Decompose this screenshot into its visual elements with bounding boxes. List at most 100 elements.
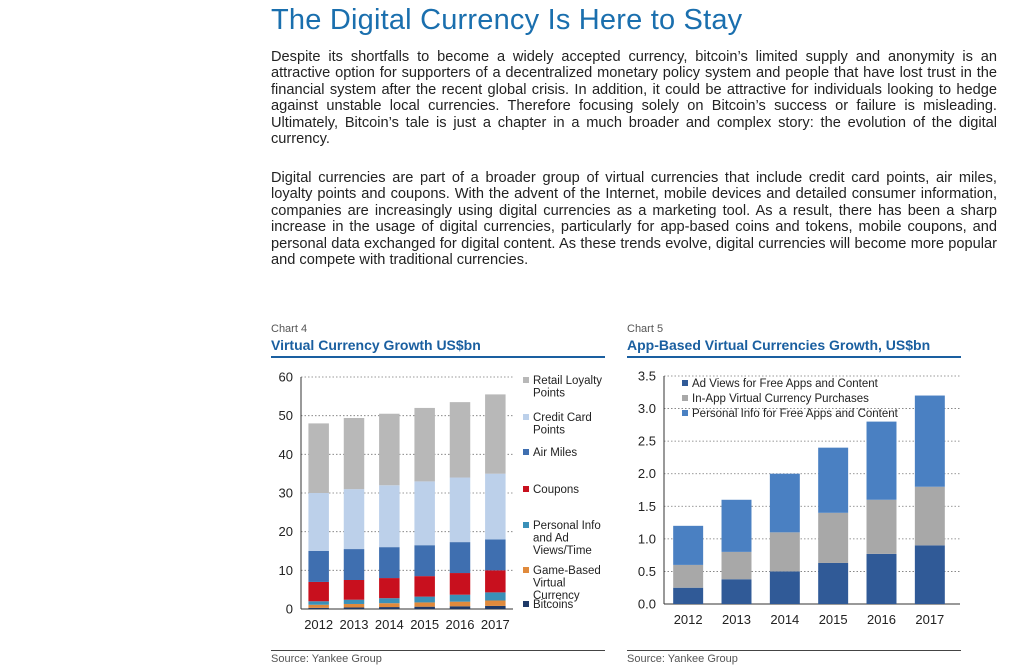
y-tick-label: 2.0: [638, 466, 656, 481]
bar-segment: [449, 402, 471, 478]
legend-label: Coupons: [533, 484, 579, 496]
legend-label: Points: [533, 388, 565, 400]
bar-segment: [343, 607, 365, 609]
bar-segment: [414, 602, 435, 607]
bar-segment: [914, 545, 945, 604]
chart-5-title-rule: [627, 356, 961, 358]
y-tick-label: 0.0: [638, 597, 656, 612]
bar-segment: [721, 499, 752, 552]
bar-segment: [449, 601, 471, 607]
bar-segment: [379, 603, 400, 608]
bar-segment: [769, 571, 800, 604]
legend-label: Personal Info for Free Apps and Content: [692, 408, 899, 420]
x-tick-label: 2012: [304, 617, 333, 632]
bar-segment: [414, 596, 435, 603]
chart-4-source: Source: Yankee Group: [271, 653, 382, 665]
y-tick-label: 1.5: [638, 499, 656, 514]
chart-5-label: Chart 5: [627, 323, 664, 335]
bar-segment: [485, 394, 506, 474]
bar-segment: [485, 570, 506, 593]
bar-segment: [485, 592, 506, 601]
bar-segment: [485, 539, 506, 571]
chart-4-block: Chart 4 Virtual Currency Growth US$bn 0 1…: [271, 323, 605, 668]
legend-label: Retail Loyalty: [533, 375, 602, 387]
x-tick-label: 2014: [375, 617, 404, 632]
bar-segment: [379, 485, 400, 548]
legend-swatch: [523, 449, 529, 455]
bar-segment: [414, 481, 435, 546]
legend-label: Bitcoins: [533, 599, 574, 611]
bar-segment: [414, 576, 435, 597]
x-tick-label: 2016: [446, 617, 475, 632]
paragraph-2: Digital currencies are part of a broader…: [271, 170, 997, 269]
bar-segment: [866, 421, 897, 500]
bar-segment: [379, 598, 400, 604]
y-tick-label: 0.5: [638, 564, 656, 579]
chart-4-plot: 0 10 20 30 40 50 60 2012 2013 2014 2015 2016 2017 Bit…: [279, 370, 603, 633]
legend-swatch: [523, 414, 529, 420]
bar-segment: [308, 607, 329, 609]
y-tick-label: 30: [279, 486, 293, 501]
bar-segment: [673, 564, 704, 588]
bar-segment: [818, 447, 849, 513]
bar-segment: [308, 604, 329, 608]
bar-segment: [414, 545, 435, 577]
legend-swatch: [523, 601, 529, 607]
x-tick-label: 2017: [915, 612, 944, 627]
chart-5-block: Chart 5 App-Based Virtual Currencies Gro…: [627, 323, 961, 668]
legend-label: Views/Time: [533, 545, 592, 557]
y-tick-label: 3.0: [638, 401, 656, 416]
legend-swatch: [523, 377, 529, 383]
legend-label: Air Miles: [533, 447, 577, 459]
legend-swatch: [682, 395, 688, 401]
bar-segment: [343, 599, 365, 604]
legend-label: and Ad: [533, 533, 569, 545]
chart-4-title: Virtual Currency Growth US$bn: [271, 337, 481, 353]
bar-segment: [866, 553, 897, 604]
bar-segment: [379, 413, 400, 486]
bar-segment: [866, 499, 897, 554]
x-tick-label: 2013: [722, 612, 751, 627]
y-tick-label: 10: [279, 563, 293, 578]
bar-segment: [914, 486, 945, 546]
bar-segment: [769, 473, 800, 533]
bar-segment: [379, 607, 400, 609]
y-tick-label: 2.5: [638, 434, 656, 449]
chart-5-source: Source: Yankee Group: [627, 653, 738, 665]
bar-segment: [449, 542, 471, 574]
bar-segment: [343, 603, 365, 608]
bar-segment: [308, 581, 329, 602]
x-tick-label: 2015: [410, 617, 439, 632]
legend-swatch: [523, 567, 529, 573]
bar-segment: [449, 594, 471, 602]
chart-5-title: App-Based Virtual Currencies Growth, US$…: [627, 337, 931, 353]
bar-segment: [769, 532, 800, 572]
bar-segment: [308, 601, 329, 605]
x-tick-label: 2013: [340, 617, 369, 632]
y-tick-label: 3.5: [638, 369, 656, 384]
bar-segment: [721, 551, 752, 580]
chart-4-source-rule: [271, 650, 605, 651]
bar-segment: [414, 606, 435, 609]
bar-segment: [343, 489, 365, 550]
bar-segment: [379, 547, 400, 579]
legend-label: Virtual: [533, 578, 565, 590]
legend-label: Game-Based: [533, 565, 601, 577]
chart-5-plot: 0.0 0.5 1.0 1.5 2.0 2.5 3.0 3.5 2012 2013 2014 2015…: [638, 369, 960, 627]
page-title: The Digital Currency Is Here to Stay: [271, 4, 743, 36]
legend-label: In-App Virtual Currency Purchases: [692, 393, 869, 405]
legend-swatch: [523, 486, 529, 492]
chart-4-title-rule: [271, 356, 605, 358]
bar-segment: [818, 512, 849, 563]
y-tick-label: 50: [279, 408, 293, 423]
bar-segment: [414, 407, 435, 482]
bar-segment: [449, 606, 471, 609]
bar-segment: [818, 562, 849, 604]
legend-label: Personal Info: [533, 520, 601, 532]
legend-label: Currency: [533, 590, 580, 602]
y-tick-label: 1.0: [638, 531, 656, 546]
y-tick-label: 20: [279, 524, 293, 539]
bar-segment: [343, 549, 365, 580]
bar-segment: [379, 578, 400, 599]
x-tick-label: 2012: [674, 612, 703, 627]
